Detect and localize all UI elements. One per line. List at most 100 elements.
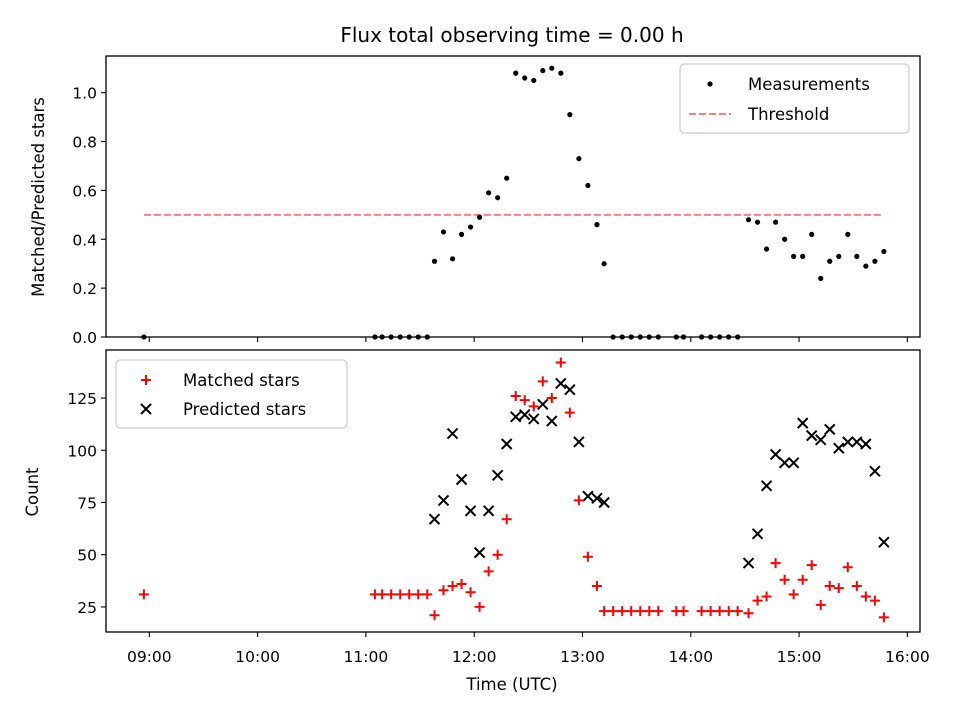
measurement-point [540, 68, 546, 74]
measurement-point [726, 334, 732, 340]
matched-point [815, 599, 826, 610]
measurement-point [513, 70, 519, 76]
predicted-point [464, 505, 477, 517]
predicted-point [769, 448, 782, 461]
matched-point [860, 591, 871, 602]
y-tick-label: 0.0 [72, 329, 97, 347]
y-tick-label: 125 [67, 390, 97, 408]
y-tick-label: 1.0 [72, 85, 97, 103]
y-tick-label: 0.4 [72, 231, 97, 249]
measurement-point [610, 334, 616, 340]
matched-point [714, 606, 725, 617]
matched-point [546, 393, 557, 404]
matched-point [770, 558, 781, 569]
measurement-point [415, 334, 421, 340]
measurement-point [646, 334, 652, 340]
x-tick-label: 11:00 [344, 648, 389, 666]
measurement-point [717, 334, 723, 340]
measurement-point [818, 275, 824, 281]
measurement-point [495, 195, 501, 201]
matched-point [752, 595, 763, 606]
predicted-point [805, 429, 818, 442]
top-y-axis-label: Matched/Predicted stars [29, 97, 48, 297]
measurement-point [773, 219, 779, 225]
x-tick-label: 13:00 [560, 648, 605, 666]
measurement-point [863, 263, 869, 269]
matched-point [483, 566, 494, 577]
legend-label-measurements: Measurements [748, 75, 870, 94]
measurement-point [827, 258, 833, 264]
measurement-point [872, 258, 878, 264]
measurement-point [854, 253, 860, 259]
measurement-point [619, 334, 625, 340]
x-tick-label: 10:00 [235, 648, 280, 666]
predicted-point [582, 490, 594, 502]
predicted-point [833, 442, 845, 454]
x-tick-label: 14:00 [668, 648, 713, 666]
measurement-point [585, 182, 591, 189]
y-tick-label: 75 [77, 494, 97, 512]
matched-point [474, 601, 485, 612]
matched-point [510, 390, 521, 401]
matched-point [678, 606, 689, 617]
predicted-point [446, 427, 459, 440]
predicted-point [760, 480, 773, 492]
matched-point [761, 591, 772, 602]
matched-point [492, 549, 503, 560]
measurement-point [791, 253, 797, 259]
legend-box [115, 359, 348, 429]
measurement-point [594, 222, 600, 228]
measurement-point [467, 224, 474, 230]
measurement-point [601, 261, 607, 267]
matched-point [519, 395, 530, 406]
matched-point [653, 606, 664, 617]
legend-label-threshold: Threshold [747, 105, 829, 124]
measurement-point [558, 70, 564, 76]
predicted-point [455, 473, 468, 486]
matched-point [705, 606, 716, 617]
predicted-point [509, 411, 522, 423]
matched-point [806, 560, 817, 571]
measurement-point [782, 236, 788, 242]
measurement-point [531, 77, 537, 84]
matched-point [788, 589, 799, 600]
predicted-point [519, 409, 531, 421]
y-tick-label: 100 [67, 442, 97, 460]
legend-box [679, 63, 910, 134]
matched-point [626, 606, 637, 617]
measurement-point [655, 334, 661, 340]
measurement-point [763, 246, 770, 252]
chart-title: Flux total observing time = 0.00 h [340, 23, 683, 47]
matched-point [591, 581, 602, 592]
predicted-point [878, 536, 890, 548]
matched-point [438, 585, 449, 596]
measurement-point [735, 334, 741, 340]
measurement-point [477, 214, 483, 220]
bottom-y-axis-label: Count [23, 467, 42, 517]
predicted-point [491, 469, 504, 482]
measurement-point [141, 334, 147, 340]
top-plot-frame [105, 55, 921, 338]
top-axes: 0.0 0.2 0.4 0.6 0.8 1.0 Measurements Threshold [72, 55, 921, 347]
matched-point [573, 495, 584, 506]
bottom-plot-frame [105, 349, 921, 633]
measurement-point [458, 231, 465, 237]
matched-point [878, 612, 889, 623]
predicted-point [860, 438, 872, 450]
matched-point [501, 514, 512, 525]
measurement-point [431, 258, 438, 264]
matched-point [564, 407, 575, 418]
measurement-point [567, 112, 573, 118]
matched-point [617, 606, 628, 617]
matched-point [732, 606, 743, 617]
predicted-point [751, 528, 764, 540]
measurement-point [673, 334, 679, 340]
measurement-point [708, 334, 714, 340]
matched-point [582, 551, 593, 562]
y-tick-label: 25 [77, 599, 97, 617]
measurement-point [440, 229, 447, 235]
predicted-point [428, 513, 441, 525]
predicted-point [564, 383, 576, 396]
y-tick-label: 50 [77, 547, 97, 565]
matched-point [635, 606, 646, 617]
